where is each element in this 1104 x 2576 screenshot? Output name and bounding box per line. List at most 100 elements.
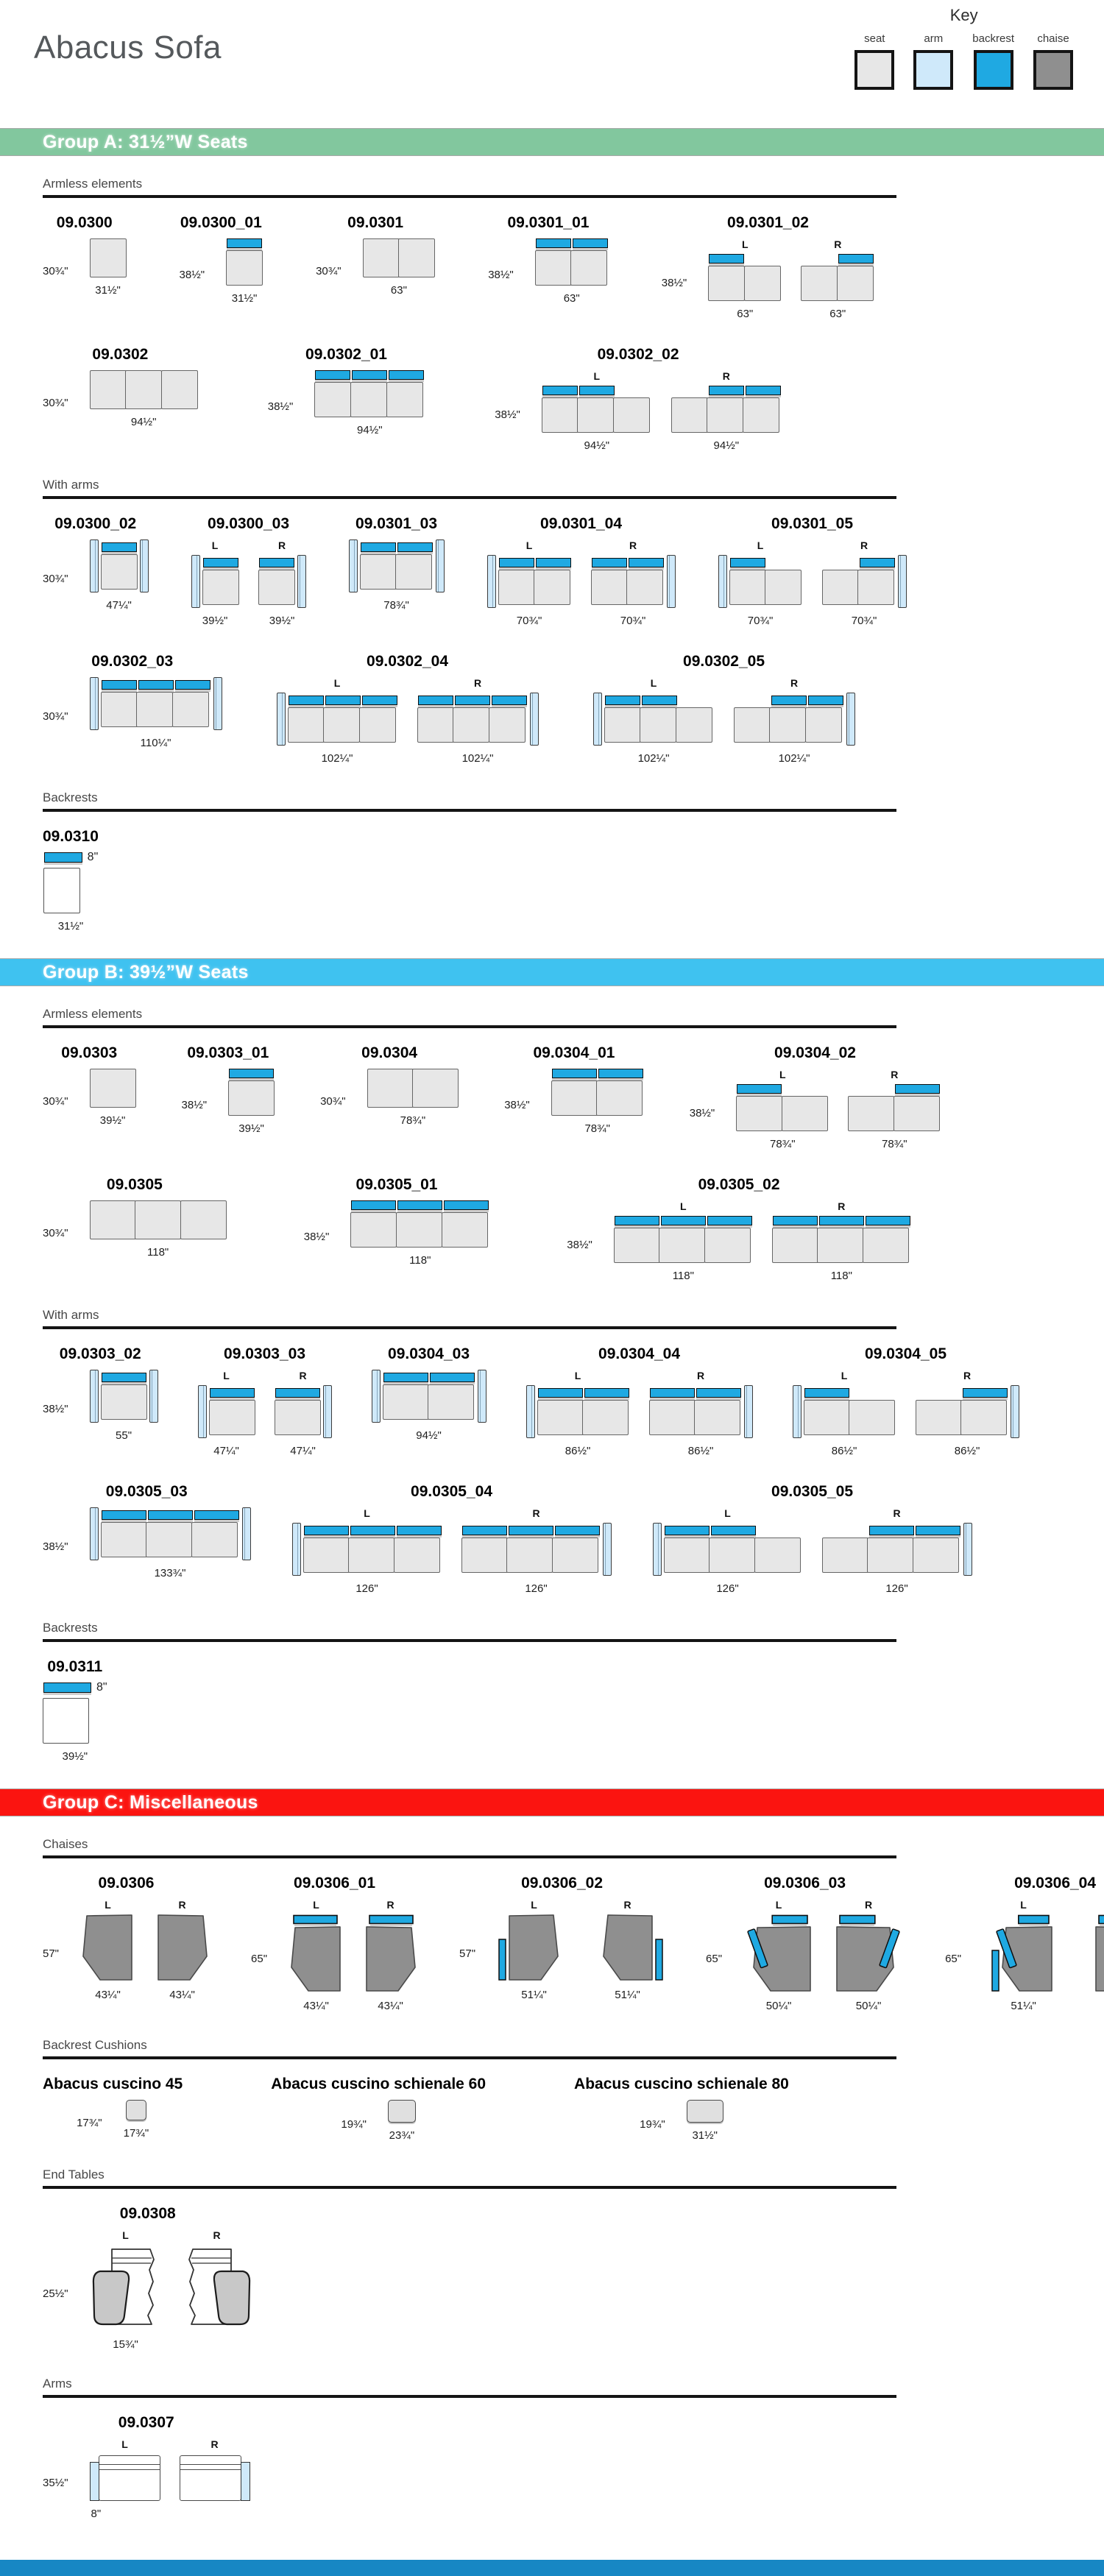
arm-left bbox=[652, 1523, 662, 1576]
catalog-item: 09.0305_01 38½" 118" bbox=[304, 1176, 490, 1267]
item-name: 09.0304_01 bbox=[533, 1044, 615, 1061]
variant: R 70¾" bbox=[590, 539, 676, 628]
variant-letter: R bbox=[473, 677, 482, 689]
seat-box bbox=[506, 1538, 553, 1573]
variant-letter: R bbox=[860, 539, 868, 551]
variant: L 43¼" bbox=[289, 1899, 344, 2013]
catalog-item: 09.0307 35½" L 8" R bbox=[43, 2414, 250, 2521]
item-name: 09.0303_02 bbox=[59, 1345, 141, 1362]
seat-box bbox=[136, 692, 174, 727]
variant: R 47¼" bbox=[274, 1370, 332, 1458]
variant-letter: R bbox=[838, 1200, 846, 1212]
width-dimension: 39½" bbox=[99, 1114, 126, 1127]
section-label: With arms bbox=[43, 1308, 99, 1322]
backrest-strip bbox=[227, 238, 263, 248]
section-label: End Tables bbox=[43, 2168, 105, 2182]
backrest-strip bbox=[745, 386, 781, 395]
variant: L 51¼" bbox=[497, 1899, 571, 2002]
arm-left bbox=[89, 1507, 99, 1560]
item-name: 09.0306_04 bbox=[1014, 1875, 1097, 1892]
item-name: 09.0304_03 bbox=[388, 1345, 470, 1362]
backrest-strip bbox=[275, 1388, 320, 1398]
backrest-strip bbox=[537, 1388, 583, 1398]
item-name: 09.0302_05 bbox=[683, 653, 765, 670]
seat-box bbox=[804, 707, 842, 743]
seat-box bbox=[274, 1400, 321, 1435]
backrest-strip bbox=[660, 1216, 706, 1225]
seat-box bbox=[704, 1228, 751, 1263]
seat-box bbox=[393, 1538, 440, 1573]
variant-letter: R bbox=[834, 238, 842, 250]
catalog-item: 09.0304 30¾" 78¾" bbox=[320, 1044, 459, 1128]
key-item-label: chaise bbox=[1037, 32, 1069, 45]
width-dimension: 31½" bbox=[692, 2129, 718, 2142]
width-dimension bbox=[180, 2508, 181, 2521]
variant: 78¾" bbox=[348, 539, 445, 612]
catalog-item: 09.0301_02 38½" L 63" R 63" bbox=[662, 214, 875, 321]
seat-box bbox=[534, 250, 572, 286]
height-dimension: 35½" bbox=[43, 2476, 68, 2489]
variant: 94½" bbox=[89, 370, 198, 429]
cushion-diagram bbox=[125, 2100, 146, 2120]
width-dimension: 39½" bbox=[202, 615, 228, 627]
backrest-strip bbox=[396, 1526, 442, 1535]
sofa-diagram bbox=[771, 1216, 911, 1263]
item-name: 09.0305_02 bbox=[698, 1176, 780, 1193]
width-dimension: 70¾" bbox=[620, 615, 646, 627]
width-dimension: 63" bbox=[563, 292, 580, 305]
sofa-diagram bbox=[197, 1385, 255, 1438]
height-dimension: 38½" bbox=[43, 1403, 68, 1415]
item-row: 09.0307 35½" L 8" R bbox=[43, 2414, 1104, 2521]
variant: L 102¼" bbox=[276, 677, 398, 765]
item-name: 09.0305 bbox=[106, 1176, 163, 1193]
item-name: 09.0307 bbox=[118, 2414, 174, 2431]
backrest-strip bbox=[508, 1526, 553, 1535]
variant-letter: L bbox=[313, 1899, 319, 1911]
variant-letter: R bbox=[178, 1899, 186, 1911]
item-name: 09.0311 bbox=[47, 1658, 103, 1675]
catalog-item: 09.0301_01 38½" 63" bbox=[488, 214, 609, 305]
width-dimension: 94½" bbox=[584, 439, 610, 452]
backrest-strip bbox=[664, 1526, 710, 1535]
width-dimension: 78¾" bbox=[400, 1114, 426, 1127]
section-divider bbox=[43, 2186, 896, 2189]
variant: L 63" bbox=[708, 238, 782, 321]
variant: L 102¼" bbox=[592, 677, 715, 765]
seat-box bbox=[395, 1212, 442, 1248]
width-dimension: 63" bbox=[737, 308, 754, 320]
width-dimension: 86½" bbox=[687, 1445, 714, 1457]
width-dimension: 39½" bbox=[238, 1122, 264, 1135]
variant: 94½" bbox=[314, 370, 425, 437]
backrest-strip bbox=[101, 680, 137, 690]
backrest-strip bbox=[771, 696, 807, 705]
sofa-diagram bbox=[362, 238, 436, 277]
seat-box bbox=[417, 707, 454, 743]
seat-box bbox=[626, 570, 664, 605]
seat-box bbox=[386, 382, 423, 417]
variant: R 63" bbox=[801, 238, 874, 321]
variant: 31½" bbox=[686, 2100, 723, 2142]
height-dimension: 65" bbox=[251, 1953, 268, 1965]
variant-letter: L bbox=[741, 238, 749, 250]
seat-box bbox=[398, 238, 436, 277]
width-dimension: 78¾" bbox=[584, 1122, 610, 1135]
chaise-diagram bbox=[498, 1914, 559, 1981]
item-row: 09.0310 8" 31½" bbox=[43, 828, 1104, 933]
backrest-strip bbox=[101, 542, 137, 552]
backrest-strip bbox=[325, 696, 361, 705]
seat-box bbox=[640, 707, 677, 743]
seat-box bbox=[534, 570, 571, 605]
variant-letter: L bbox=[211, 539, 219, 551]
backrest-strip bbox=[707, 1216, 752, 1225]
catalog-item: 09.0303_02 38½" 55" bbox=[43, 1345, 158, 1443]
sofa-diagram bbox=[228, 1069, 275, 1116]
width-dimension: 118" bbox=[672, 1270, 694, 1282]
variant: 39½" bbox=[89, 1069, 136, 1128]
variant: 8" 31½" bbox=[43, 851, 98, 933]
width-dimension: 43¼" bbox=[169, 1989, 195, 2001]
height-dimension: 38½" bbox=[661, 276, 687, 289]
seat-box bbox=[707, 397, 744, 433]
variant: L 51¼" bbox=[983, 1899, 1064, 2013]
variant: 39½" bbox=[228, 1069, 275, 1136]
